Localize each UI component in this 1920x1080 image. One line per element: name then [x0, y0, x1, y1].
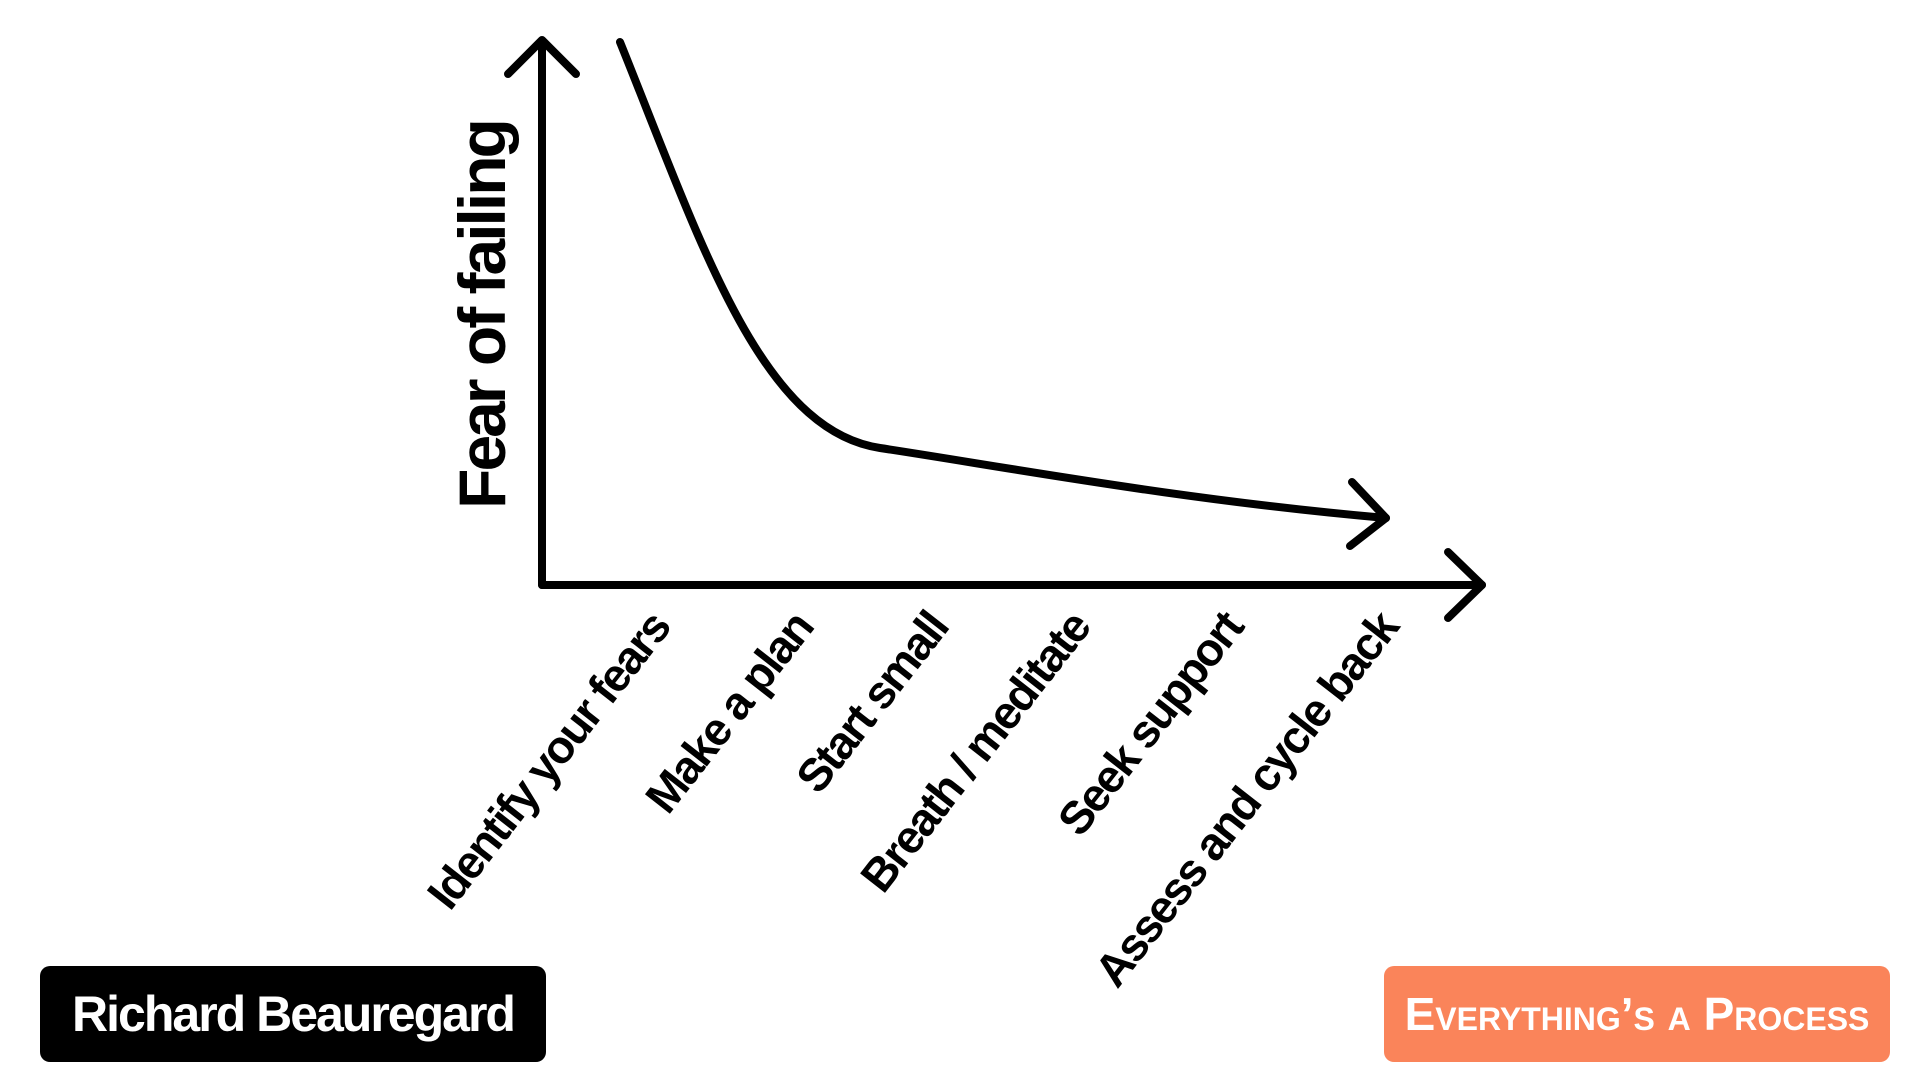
series-title-badge: Everything’s a Process	[1384, 966, 1890, 1062]
step-label-assess-cycle-back: Assess and cycle back	[1084, 600, 1409, 996]
fear-curve-arrowhead	[1346, 478, 1390, 550]
series-title: Everything’s a Process	[1404, 988, 1870, 1040]
y-axis-title: Fear of failing	[445, 121, 519, 509]
fear-curve	[616, 38, 1390, 522]
x-axis-arrowhead	[1444, 548, 1486, 622]
author-badge: Richard Beauregard	[40, 966, 546, 1062]
step-label-identify-fears: Identify your fears	[417, 602, 680, 919]
y-axis-arrowhead	[504, 36, 580, 78]
author-name: Richard Beauregard	[72, 986, 516, 1042]
